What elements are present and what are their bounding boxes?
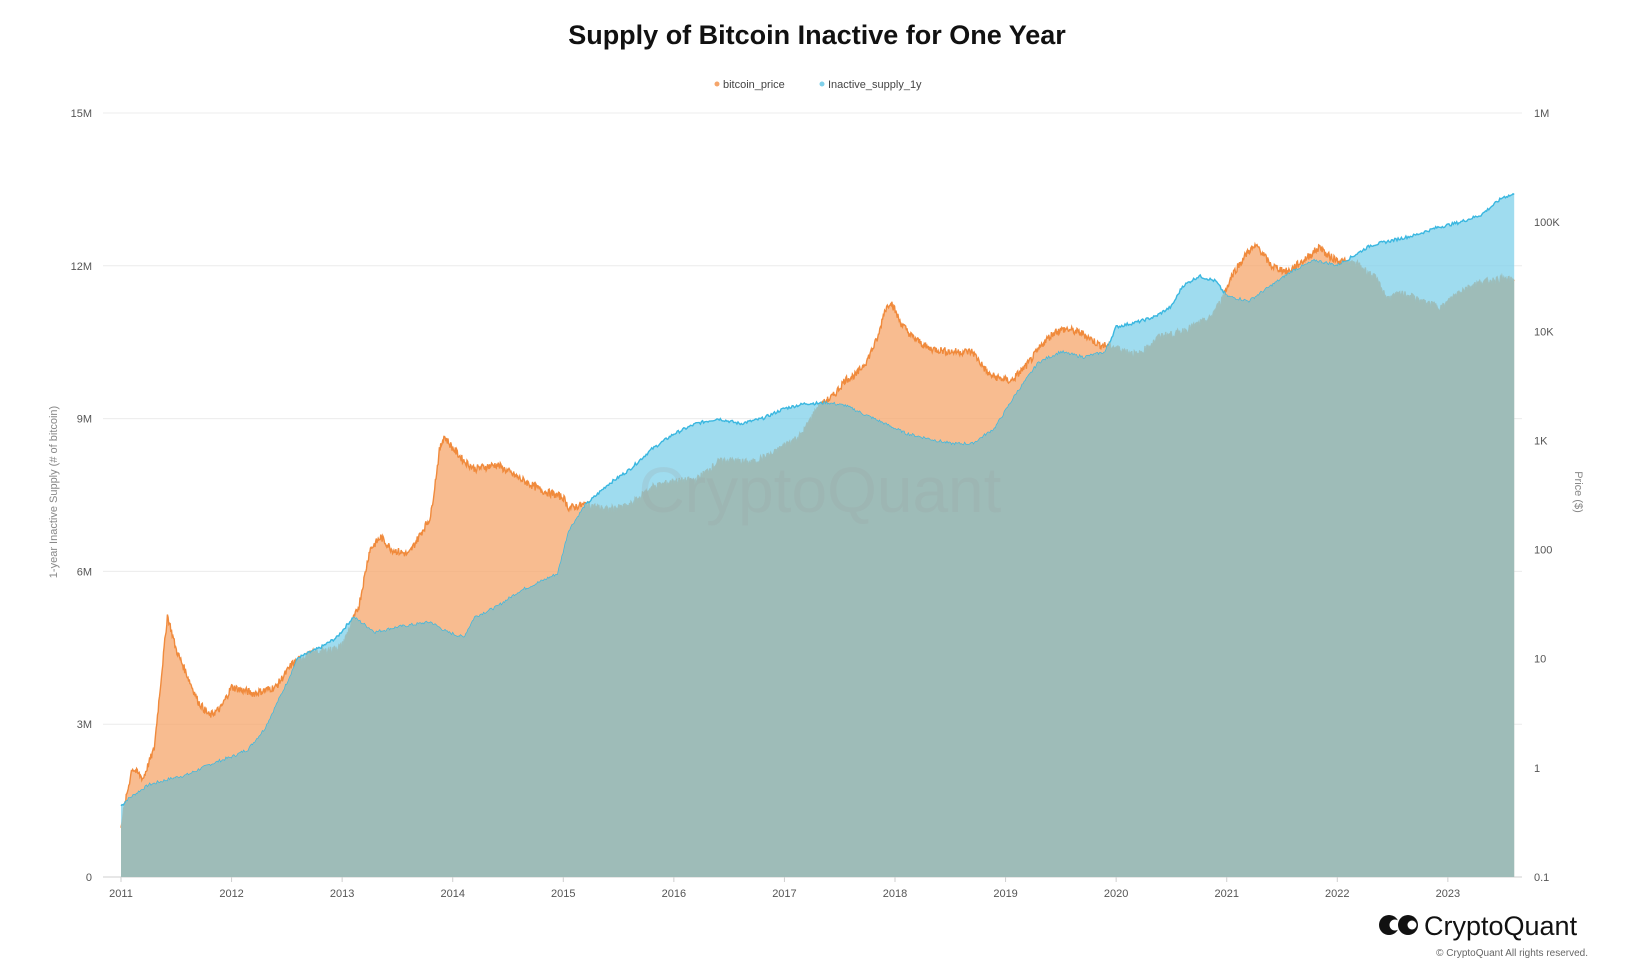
x-tick-label: 2019 — [993, 888, 1017, 900]
x-tick-label: 2022 — [1325, 888, 1349, 900]
brand-logo: CryptoQuant — [1379, 911, 1578, 941]
y-left-ticks: 0 3M 6M 9M 12M 15M — [71, 108, 92, 884]
x-tick-label: 2020 — [1104, 888, 1128, 900]
y-right-tick-label: 1K — [1534, 435, 1548, 447]
y-right-tick-label: 1M — [1534, 108, 1549, 120]
x-tick-label: 2011 — [109, 888, 133, 900]
legend-label-price[interactable]: bitcoin_price — [723, 79, 785, 91]
y-right-tick-label: 100K — [1534, 217, 1560, 229]
y-right-axis-title: Price ($) — [1572, 471, 1584, 513]
y-left-tick-label: 0 — [86, 872, 92, 884]
x-tick-label: 2018 — [883, 888, 907, 900]
y-left-tick-label: 9M — [77, 414, 92, 426]
x-tick-label: 2017 — [772, 888, 796, 900]
x-tick-label: 2015 — [551, 888, 575, 900]
x-tick-label: 2021 — [1214, 888, 1238, 900]
legend-label-supply[interactable]: Inactive_supply_1y — [828, 79, 922, 91]
plot-areas — [120, 192, 1515, 878]
y-left-tick-label: 15M — [71, 108, 92, 120]
x-ticks: 2011 2012 2013 2014 2015 2016 2017 2018 2019 2020… — [109, 877, 1460, 900]
legend-marker-price — [714, 81, 720, 87]
x-tick-label: 2023 — [1436, 888, 1460, 900]
y-right-tick-label: 10K — [1534, 326, 1554, 338]
y-right-tick-label: 10 — [1534, 654, 1546, 666]
copyright-text: © CryptoQuant All rights reserved. — [1436, 948, 1588, 959]
x-tick-label: 2012 — [219, 888, 243, 900]
y-right-ticks: 0.1 1 10 100 1K 10K 100K 1M — [1534, 108, 1560, 884]
x-tick-label: 2013 — [330, 888, 354, 900]
legend-marker-supply — [819, 81, 825, 87]
y-left-tick-label: 6M — [77, 566, 92, 578]
legend: bitcoin_price Inactive_supply_1y — [714, 79, 922, 91]
y-left-tick-label: 3M — [77, 719, 92, 731]
y-left-axis-title: 1-year Inactive Supply (# of bitcoin) — [48, 406, 60, 578]
y-left-tick-label: 12M — [71, 261, 92, 273]
y-right-tick-label: 100 — [1534, 545, 1552, 557]
chart-title: Supply of Bitcoin Inactive for One Year — [568, 20, 1066, 50]
y-right-tick-label: 0.1 — [1534, 872, 1549, 884]
brand-name: CryptoQuant — [1424, 911, 1578, 941]
series-overlap-area — [121, 244, 1515, 877]
x-tick-label: 2016 — [662, 888, 686, 900]
y-right-tick-label: 1 — [1534, 763, 1540, 775]
x-tick-label: 2014 — [440, 888, 464, 900]
watermark: CryptoQuant — [639, 454, 1002, 526]
